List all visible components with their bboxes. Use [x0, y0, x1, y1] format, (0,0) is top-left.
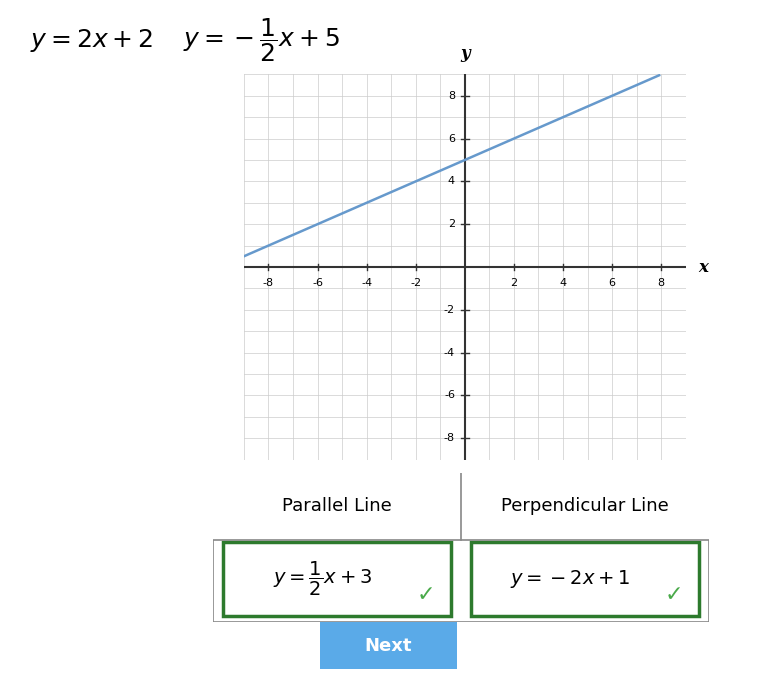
Text: ✓: ✓	[664, 585, 684, 605]
Text: ✓: ✓	[417, 585, 436, 605]
Text: Parallel Line: Parallel Line	[282, 497, 392, 515]
Text: -2: -2	[410, 278, 421, 288]
Text: Next: Next	[365, 637, 412, 654]
Text: 6: 6	[448, 134, 455, 143]
Bar	[223, 541, 451, 616]
Text: $y = \dfrac{1}{2}x + 3$: $y = \dfrac{1}{2}x + 3$	[273, 560, 372, 598]
Text: -8: -8	[444, 433, 455, 443]
Text: $y = -\dfrac{1}{2}x + 5$: $y = -\dfrac{1}{2}x + 5$	[183, 17, 340, 64]
Text: 2: 2	[448, 219, 455, 229]
Text: 8: 8	[448, 91, 455, 101]
Text: -2: -2	[444, 305, 455, 315]
Text: 4: 4	[559, 278, 567, 288]
Text: -6: -6	[444, 391, 455, 400]
Text: x: x	[698, 258, 708, 276]
Bar	[471, 541, 699, 616]
Text: $y = -2x + 1$: $y = -2x + 1$	[510, 568, 630, 589]
Text: $y = 2x + 2$: $y = 2x + 2$	[30, 27, 153, 54]
Text: y: y	[460, 45, 469, 62]
Text: 4: 4	[448, 176, 455, 187]
Text: 6: 6	[609, 278, 616, 288]
Text: -4: -4	[361, 278, 372, 288]
Text: -4: -4	[444, 347, 455, 358]
Text: -6: -6	[312, 278, 323, 288]
Text: Perpendicular Line: Perpendicular Line	[501, 497, 669, 515]
Text: 2: 2	[511, 278, 517, 288]
FancyBboxPatch shape	[306, 617, 471, 674]
Bar	[213, 473, 709, 540]
Text: -8: -8	[263, 278, 274, 288]
Text: 8: 8	[658, 278, 664, 288]
